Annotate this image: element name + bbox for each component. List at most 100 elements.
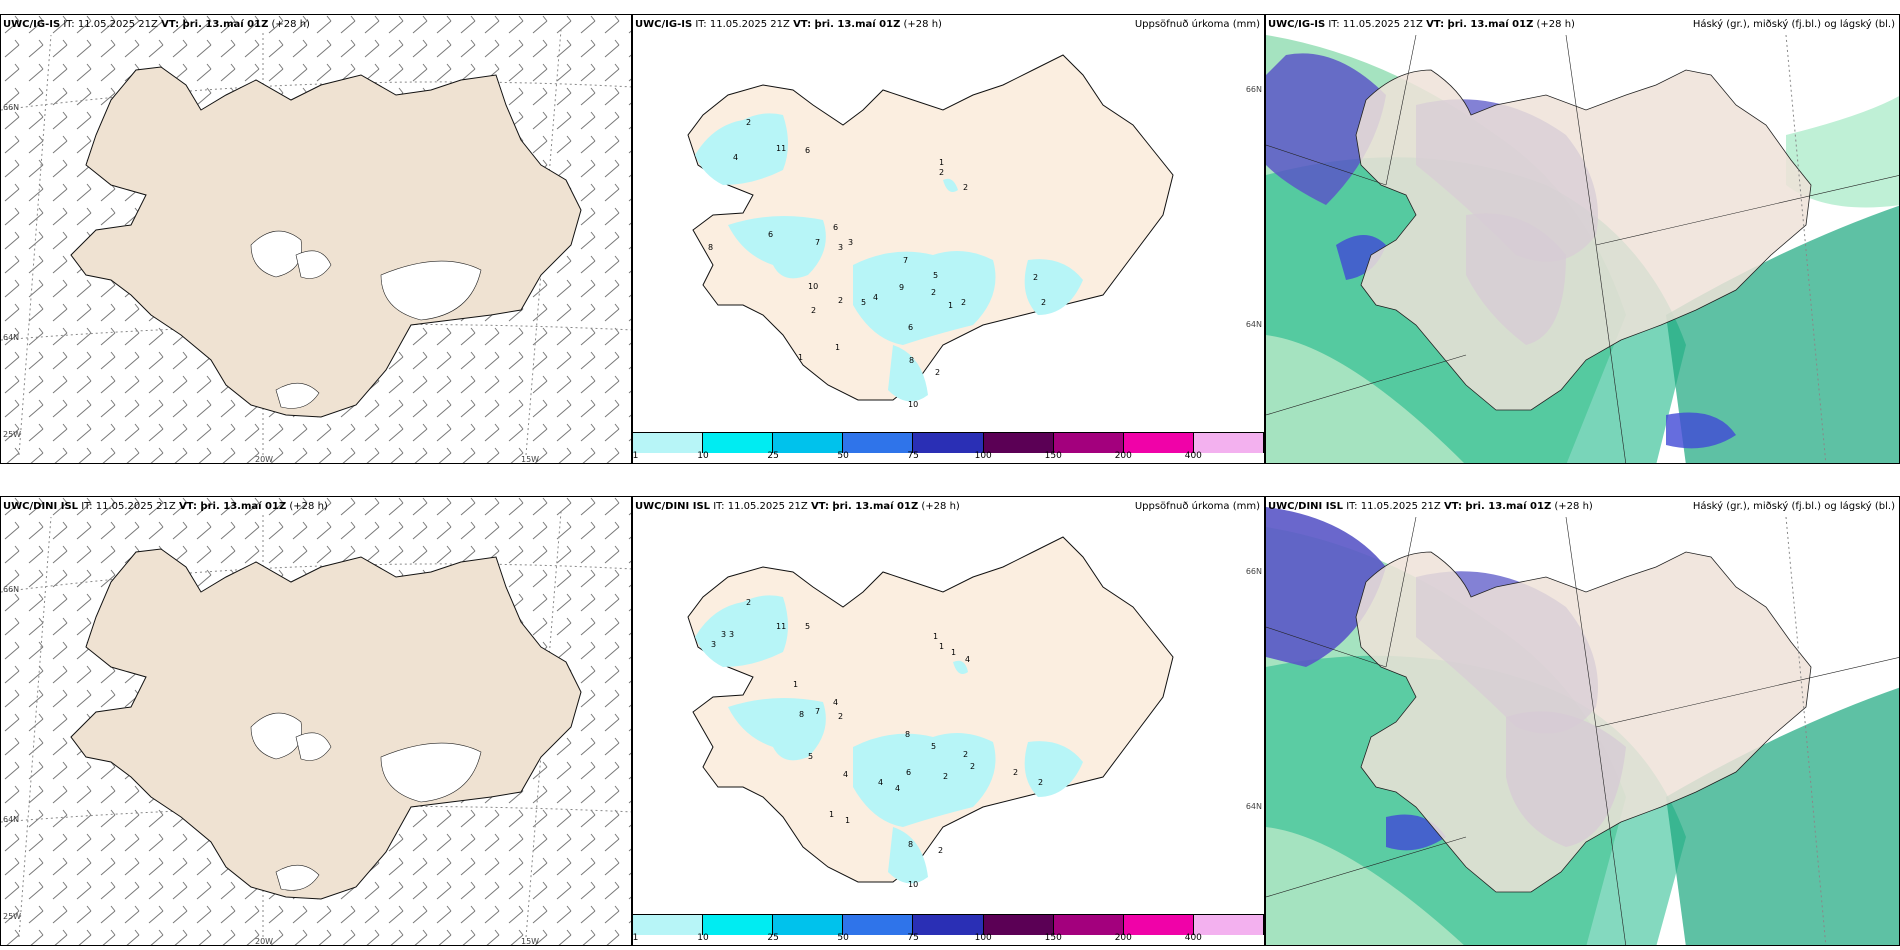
precip-panel-row1: UWC/IG-IS IT: 11.05.2025 21Z VT: þri. 13… <box>632 14 1265 464</box>
panel-title: UWC/DINI ISL IT: 11.05.2025 21Z VT: þri.… <box>1268 501 1593 512</box>
precip-value: 1 <box>948 301 953 310</box>
precip-value: 3 <box>848 238 853 247</box>
color-swatch <box>1193 915 1264 935</box>
lat-label-66: 66N <box>3 585 20 594</box>
color-swatch <box>1193 433 1264 453</box>
precip-value: 8 <box>908 840 913 849</box>
precip-value: 8 <box>708 243 713 252</box>
precip-value: 7 <box>903 256 908 265</box>
precip-value: 11 <box>776 144 786 153</box>
precip-value: 6 <box>768 230 773 239</box>
colorbar-labels: 1 10 25 50 75 100 150 200 400 <box>633 451 1264 461</box>
precip-areas <box>695 595 1083 884</box>
precip-value: 5 <box>808 752 813 761</box>
panel-title: UWC/DINI ISL IT: 11.05.2025 21Z VT: þri.… <box>3 501 328 512</box>
lon-label-15: 15W <box>521 455 540 464</box>
wind-map <box>1 15 631 463</box>
precip-value: 2 <box>1038 778 1043 787</box>
lon-label-25: 25W <box>3 912 22 921</box>
precip-panel-row2: UWC/DINI ISL IT: 11.05.2025 21Z VT: þri.… <box>632 496 1265 946</box>
precip-value: 1 <box>829 810 834 819</box>
colorbar-label: 25 <box>767 933 779 943</box>
lat-label-66: 66N <box>3 103 20 112</box>
colorbar-label: 150 <box>1044 451 1062 461</box>
colorbar-label: 75 <box>907 451 919 461</box>
lon-label-15: 15W <box>521 937 540 946</box>
precip-value: 3 <box>838 243 843 252</box>
color-swatch <box>1053 915 1124 935</box>
colorbar-label: 200 <box>1114 933 1132 943</box>
iceland-landmass <box>70 548 582 900</box>
color-swatch <box>913 915 984 935</box>
glaciers <box>250 712 482 891</box>
color-swatch <box>773 915 844 935</box>
color-swatch <box>983 915 1054 935</box>
precip-value: 2 <box>938 846 943 855</box>
precip-numbers: 2 4 11 6 1 2 2 6 7 8 3 6 10 7 2 9 2 5 4 … <box>708 118 1046 409</box>
precip-value: 1 <box>798 353 803 362</box>
colorbar-label: 10 <box>697 933 709 943</box>
precip-value: 5 <box>805 622 810 631</box>
precip-value: 8 <box>905 730 910 739</box>
precip-value: 4 <box>873 293 878 302</box>
precip-numbers: 2 3 3 3 11 5 1 4 8 7 2 1 5 4 8 4 5 2 4 6… <box>711 598 1043 889</box>
colorbar-label: 50 <box>837 451 849 461</box>
color-swatch <box>633 915 704 935</box>
precip-value: 3 <box>729 630 734 639</box>
precip-value: 10 <box>808 282 818 291</box>
iceland-landmass <box>687 536 1174 883</box>
precip-value: 3 <box>721 630 726 639</box>
color-swatch <box>1053 433 1124 453</box>
colorbar-label: 200 <box>1114 451 1132 461</box>
precip-value: 6 <box>805 146 810 155</box>
precip-value: 2 <box>943 772 948 781</box>
color-swatch <box>913 433 984 453</box>
region-lines <box>1266 516 1899 945</box>
precip-title: Uppsöfnuð úrkoma (mm) <box>1134 501 1260 512</box>
cloud-title: Háský (gr.), miðský (fj.bl.) og lágský (… <box>1692 501 1895 512</box>
colorbar-label: 50 <box>837 933 849 943</box>
colorbar: 1 10 25 50 75 100 150 200 400 <box>633 914 1264 945</box>
precip-value: 2 <box>931 288 936 297</box>
precip-value: 1 <box>835 343 840 352</box>
precip-value: 4 <box>833 698 838 707</box>
precip-value: 4 <box>895 784 900 793</box>
colorbar-boxes <box>633 915 1264 935</box>
precip-value: 6 <box>906 768 911 777</box>
iceland-landmass <box>687 54 1174 401</box>
colorbar-label: 1 <box>632 451 639 461</box>
precip-value: 2 <box>935 368 940 377</box>
colorbar-labels: 1 10 25 50 75 100 150 200 400 <box>633 933 1264 943</box>
colorbar-boxes <box>633 433 1264 453</box>
precip-value: 5 <box>933 271 938 280</box>
iceland-landmass <box>1355 551 1812 893</box>
precip-value: 2 <box>1013 768 1018 777</box>
precip-value: 2 <box>838 712 843 721</box>
color-swatch <box>633 433 704 453</box>
precip-value: 1 <box>793 680 798 689</box>
precip-value: 1 <box>939 158 944 167</box>
precip-value: 8 <box>799 710 804 719</box>
lat-label-64: 64N <box>1245 320 1262 329</box>
color-swatch <box>703 915 774 935</box>
cloud-map <box>1266 15 1899 463</box>
precip-value: 7 <box>815 707 820 716</box>
precip-value: 2 <box>746 118 751 127</box>
colorbar-label: 400 <box>1184 451 1202 461</box>
precip-value: 2 <box>961 298 966 307</box>
cloud-panel-row2: UWC/DINI ISL IT: 11.05.2025 21Z VT: þri.… <box>1265 496 1900 946</box>
precip-value: 4 <box>965 655 970 664</box>
color-swatch <box>843 915 914 935</box>
iceland-landmass <box>1355 69 1812 411</box>
precip-value: 2 <box>939 168 944 177</box>
region-lines <box>1266 34 1899 463</box>
precip-value: 1 <box>845 816 850 825</box>
colorbar-label: 10 <box>697 451 709 461</box>
precip-value: 11 <box>776 622 786 631</box>
precip-value: 5 <box>931 742 936 751</box>
cloud-panel-row1: UWC/IG-IS IT: 11.05.2025 21Z VT: þri. 13… <box>1265 14 1900 464</box>
precip-value: 2 <box>746 598 751 607</box>
colorbar-label: 100 <box>974 451 992 461</box>
color-swatch <box>843 433 914 453</box>
precip-title: Uppsöfnuð úrkoma (mm) <box>1134 19 1260 30</box>
